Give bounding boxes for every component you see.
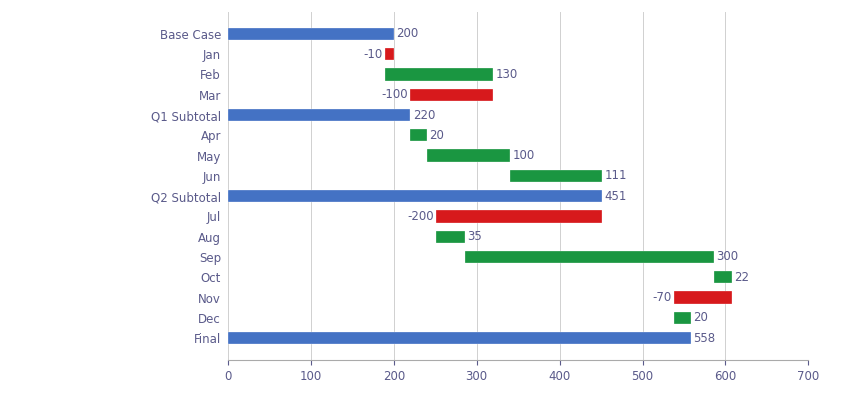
Bar	[674, 292, 732, 304]
Bar	[674, 312, 691, 324]
Bar	[436, 231, 465, 243]
Text: 100: 100	[513, 149, 535, 162]
Text: -10: -10	[364, 48, 383, 61]
Bar	[228, 332, 691, 344]
Bar	[465, 251, 714, 263]
Text: -70: -70	[653, 291, 672, 304]
Text: 451: 451	[605, 190, 627, 203]
Bar	[385, 48, 394, 60]
Bar	[410, 89, 494, 101]
Bar	[510, 170, 602, 182]
Text: 22: 22	[734, 271, 750, 284]
Text: -100: -100	[381, 88, 408, 101]
Text: 20: 20	[429, 129, 445, 142]
Bar	[427, 150, 510, 162]
Text: -200: -200	[407, 210, 433, 223]
Bar	[385, 68, 494, 80]
Bar	[436, 210, 602, 222]
Text: 220: 220	[413, 108, 435, 122]
Text: 35: 35	[468, 230, 482, 243]
Text: 130: 130	[495, 68, 518, 81]
Text: 111: 111	[605, 169, 627, 182]
Bar	[228, 28, 394, 40]
Text: 200: 200	[396, 28, 419, 40]
Text: 300: 300	[716, 250, 739, 264]
Bar	[228, 109, 410, 121]
Text: 20: 20	[693, 311, 708, 324]
Bar	[410, 129, 427, 141]
Bar	[228, 190, 602, 202]
Text: 558: 558	[693, 332, 716, 344]
Bar	[714, 271, 732, 283]
